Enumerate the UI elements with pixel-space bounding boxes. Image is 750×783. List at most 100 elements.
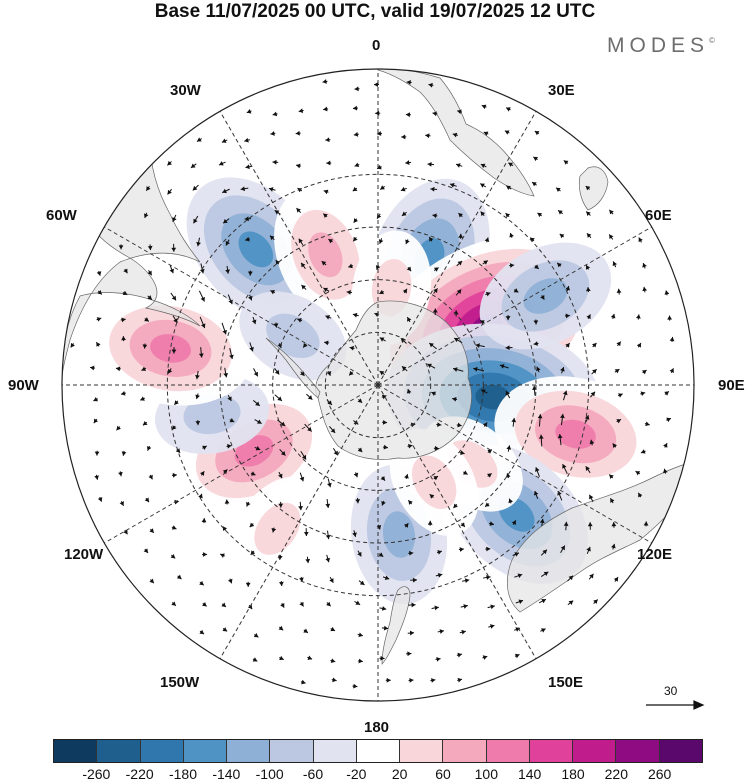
wind-arrow [403, 522, 409, 528]
wind-arrow [616, 418, 622, 424]
wind-arrow [97, 496, 103, 502]
wind-arrow [252, 399, 261, 407]
modes-logo: MODES© [607, 34, 715, 58]
wind-arrow [325, 554, 331, 563]
wind-arrow [254, 419, 262, 425]
wind-arrow [330, 626, 336, 632]
wind-arrow [480, 211, 486, 217]
colorbar-bin [400, 740, 444, 762]
wind-arrow [171, 601, 177, 607]
wind-arrow [247, 270, 253, 276]
wind-arrow [435, 572, 443, 578]
wind-arrow [504, 130, 510, 135]
wind-arrow [196, 237, 201, 247]
wind-arrow [533, 319, 539, 325]
wind-arrow [300, 679, 306, 685]
wind-arrow [116, 425, 121, 431]
wind-arrow [643, 521, 649, 527]
wind-arrow [410, 577, 418, 583]
wind-arrow [585, 465, 591, 474]
wind-arrow [250, 471, 256, 476]
wind-arrow [509, 232, 514, 238]
antarctica-landmass [315, 300, 472, 460]
wind-arrow [488, 624, 495, 629]
wind-arrow [612, 443, 618, 449]
wind-arrow [300, 371, 305, 377]
wind-arrow [514, 573, 523, 579]
colorbar-tick-label: 220 [604, 766, 628, 782]
wind-arrow [322, 79, 328, 84]
wind-arrow [352, 683, 358, 689]
colorbar-bin [573, 740, 617, 762]
wind-arrow [406, 316, 412, 323]
colorbar [53, 739, 703, 763]
wind-arrow [199, 470, 205, 476]
wind-arrow [431, 605, 439, 611]
wind-arrow [300, 262, 306, 269]
wind-arrow [430, 678, 436, 683]
wind-arrow [457, 109, 463, 115]
colorbar-bin [443, 740, 487, 762]
wind-arrow [202, 601, 207, 607]
wind-arrow [307, 655, 313, 660]
wind-arrow [330, 658, 336, 664]
wind-arrow [147, 270, 153, 276]
wind-arrow [202, 445, 208, 450]
wind-arrow [199, 316, 206, 329]
wind-arrow [121, 336, 126, 342]
wind-arrow [172, 214, 177, 222]
wind-arrow [148, 474, 153, 480]
wind-arrow [196, 137, 202, 142]
wind-arrow [198, 290, 205, 302]
wind-arrow [254, 445, 261, 451]
lon-label-60w: 60W [46, 207, 77, 224]
africa [377, 69, 535, 197]
wind-arrow [224, 499, 230, 505]
wind-arrow [250, 550, 256, 556]
colorbar-tick-label: -140 [212, 766, 241, 782]
wind-arrow [253, 368, 259, 377]
wind-arrow [167, 368, 173, 374]
wind-arrow [585, 264, 591, 270]
wind-arrow [452, 132, 458, 138]
wind-arrow [436, 550, 443, 555]
wind-arrow [612, 261, 618, 268]
wind-arrow [531, 181, 537, 187]
wind-arrow [246, 501, 251, 507]
wind-arrow [406, 266, 412, 272]
wind-arrow [635, 470, 641, 476]
wind-arrow [432, 111, 438, 117]
wind-arrow [326, 160, 332, 166]
wind-arrow [641, 369, 647, 375]
wind-arrow [433, 475, 439, 481]
wind-arrow [332, 447, 339, 456]
colorbar-tick-label: -260 [82, 766, 111, 782]
wind-arrow [669, 336, 675, 342]
wind-arrow [378, 238, 384, 244]
wind-arrow [611, 543, 616, 550]
wind-arrow [252, 657, 258, 662]
wind-arrow [348, 370, 354, 376]
wind-arrow [431, 391, 437, 397]
wind-arrow [511, 417, 517, 427]
wind-arrow [379, 185, 385, 190]
wind-arrow [408, 550, 414, 556]
wind-arrow [406, 80, 412, 85]
new-zealand [381, 586, 411, 665]
wind-arrow [539, 518, 545, 527]
wind-arrow [303, 628, 309, 634]
wind-arrow [170, 292, 177, 301]
wind-arrow [533, 156, 538, 162]
wind-arrow [376, 131, 383, 136]
wind-arrow [167, 188, 172, 195]
madagascar [578, 166, 609, 211]
wind-arrow [229, 348, 234, 360]
wind-arrow [321, 260, 327, 266]
wind-arrow [499, 364, 509, 369]
wind-arrow [140, 396, 145, 401]
wind-arrow [115, 366, 121, 372]
colorbar-tick-label: -60 [302, 766, 324, 782]
wind-arrow [538, 598, 547, 604]
wind-arrow [453, 503, 458, 509]
wind-arrow [171, 425, 177, 431]
